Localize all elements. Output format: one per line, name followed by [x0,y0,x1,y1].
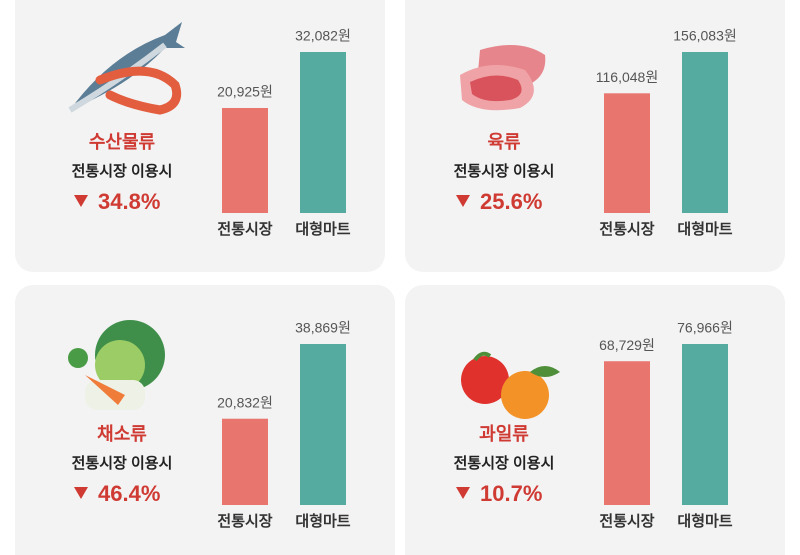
x-tick-label: 전통시장 [599,220,654,238]
x-tick-label: 전통시장 [599,512,654,530]
bar [604,361,650,505]
vegetable-illustration [68,320,165,410]
bar [222,418,268,505]
value-label: 156,083원 [673,28,737,44]
x-tick-label: 대형마트 [295,221,350,238]
x-tick-label: 대형마트 [677,513,732,530]
down-triangle [74,195,88,207]
bar [300,52,346,213]
value-label: 38,869원 [295,320,351,336]
category-title: 채소류 [97,424,147,444]
value-label: 20,925원 [217,84,273,100]
subtitle: 전통시장 이용시 [454,454,555,472]
x-tick-label: 전통시장 [217,220,272,238]
subtitle: 전통시장 이용시 [72,162,173,180]
change-label: 46.4% [98,481,160,506]
bar [300,344,346,505]
change-label: 25.6% [480,189,542,214]
value-label: 116,048원 [596,69,658,85]
x-tick-label: 대형마트 [295,513,350,530]
down-triangle [74,487,88,499]
panel [15,0,385,272]
value-label: 68,729원 [599,337,655,353]
down-triangle [456,195,470,207]
bar [682,52,728,213]
category-title: 수산물류 [89,132,155,152]
bar [682,344,728,505]
bar [604,93,650,213]
change-label: 34.8% [98,189,160,214]
change-label: 10.7% [480,481,542,506]
value-label: 76,966원 [677,320,733,336]
subtitle: 전통시장 이용시 [72,454,173,472]
x-tick-label: 대형마트 [677,221,732,238]
subtitle: 전통시장 이용시 [454,162,555,180]
down-triangle [456,487,470,499]
category-title: 과일류 [479,424,529,444]
value-label: 20,832원 [217,394,273,410]
value-label: 32,082원 [295,28,351,44]
meat-illustration [460,45,546,111]
seafood-illustration [68,22,185,115]
x-tick-label: 전통시장 [217,512,272,530]
category-title: 육류 [487,132,520,152]
bar [222,107,268,213]
fruit-illustration [461,351,560,419]
